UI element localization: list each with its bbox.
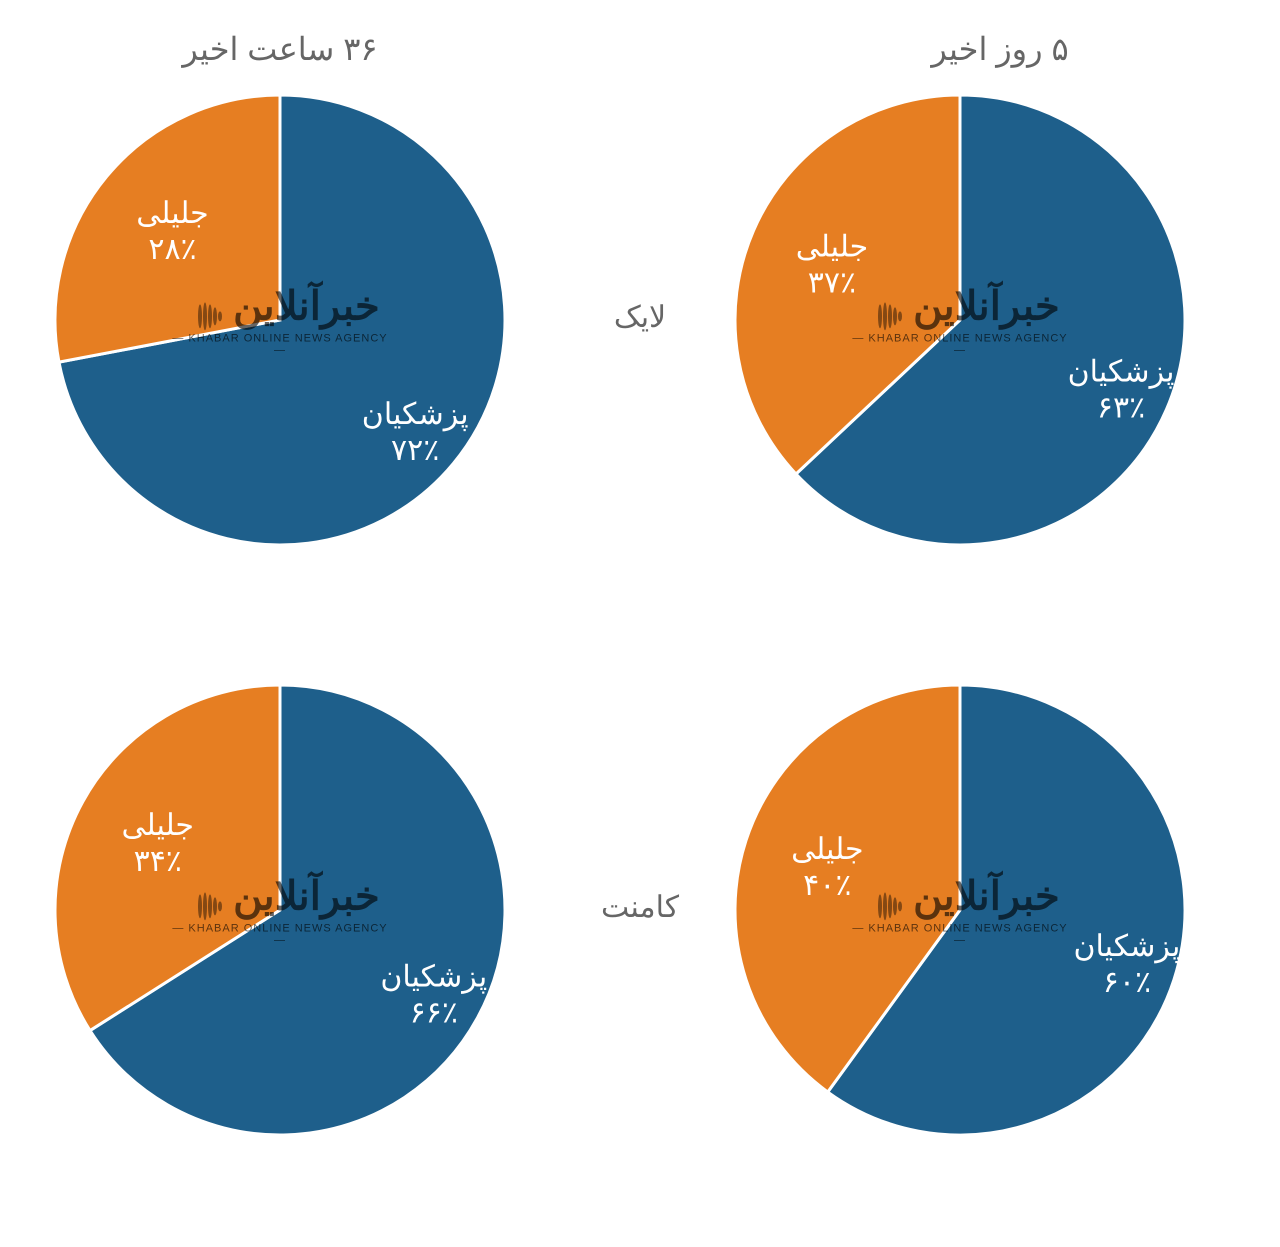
pie-svg-comment-5days: پزشکیان۶۰٪ جلیلی۴۰٪ xyxy=(730,680,1190,1140)
slice-label-pct-jalili: ۴۰٪ xyxy=(803,869,851,902)
row-label-like: لایک xyxy=(590,300,690,335)
column-header-36hours: ۳۶ ساعت اخیر xyxy=(130,30,430,68)
slice-label-name-pezeshkian: پزشکیان xyxy=(1073,930,1180,964)
slice-label-name-pezeshkian: پزشکیان xyxy=(380,961,487,995)
slice-label-name-pezeshkian: پزشکیان xyxy=(1068,356,1175,390)
pie-like-5days: پزشکیان۶۳٪جلیلی۳۷٪ خبرآنلاین — KHABAR ON… xyxy=(730,90,1190,550)
slice-label-name-jalili: جلیلی xyxy=(791,833,863,866)
slice-label-pct-pezeshkian: ۶۳٪ xyxy=(1097,392,1145,425)
slice-label-name-jalili: جلیلی xyxy=(136,197,208,230)
slice-label-pct-pezeshkian: ۷۲٪ xyxy=(391,434,439,467)
pie-comment-5days: پزشکیان۶۰٪جلیلی۴۰٪ خبرآنلاین — KHABAR ON… xyxy=(730,680,1190,1140)
slice-label-name-jalili: جلیلی xyxy=(796,231,868,264)
pie-svg-like-36hours: پزشکیان۷۲٪ جلیلی۲۸٪ xyxy=(50,90,510,550)
slice-label-pct-jalili: ۳۷٪ xyxy=(808,267,856,300)
slice-label-name-jalili: جلیلی xyxy=(122,809,194,842)
slice-label-pct-pezeshkian: ۶۰٪ xyxy=(1103,966,1151,999)
slice-label-pct-pezeshkian: ۶۶٪ xyxy=(410,997,458,1030)
column-header-5days: ۵ روز اخیر xyxy=(850,30,1150,68)
slice-label-pct-jalili: ۲۸٪ xyxy=(148,233,196,266)
pie-like-36hours: پزشکیان۷۲٪جلیلی۲۸٪ خبرآنلاین — KHABAR ON… xyxy=(50,90,510,550)
slice-label-name-pezeshkian: پزشکیان xyxy=(362,398,469,432)
pie-svg-like-5days: پزشکیان۶۳٪ جلیلی۳۷٪ xyxy=(730,90,1190,550)
chart-container: ۵ روز اخیر ۳۶ ساعت اخیر لایک کامنت پزشکی… xyxy=(0,0,1280,1247)
slice-label-pct-jalili: ۳۴٪ xyxy=(134,845,182,878)
pie-comment-36hours: پزشکیان۶۶٪جلیلی۳۴٪ خبرآنلاین — KHABAR ON… xyxy=(50,680,510,1140)
pie-svg-comment-36hours: پزشکیان۶۶٪ جلیلی۳۴٪ xyxy=(50,680,510,1140)
row-label-comment: کامنت xyxy=(590,890,690,925)
